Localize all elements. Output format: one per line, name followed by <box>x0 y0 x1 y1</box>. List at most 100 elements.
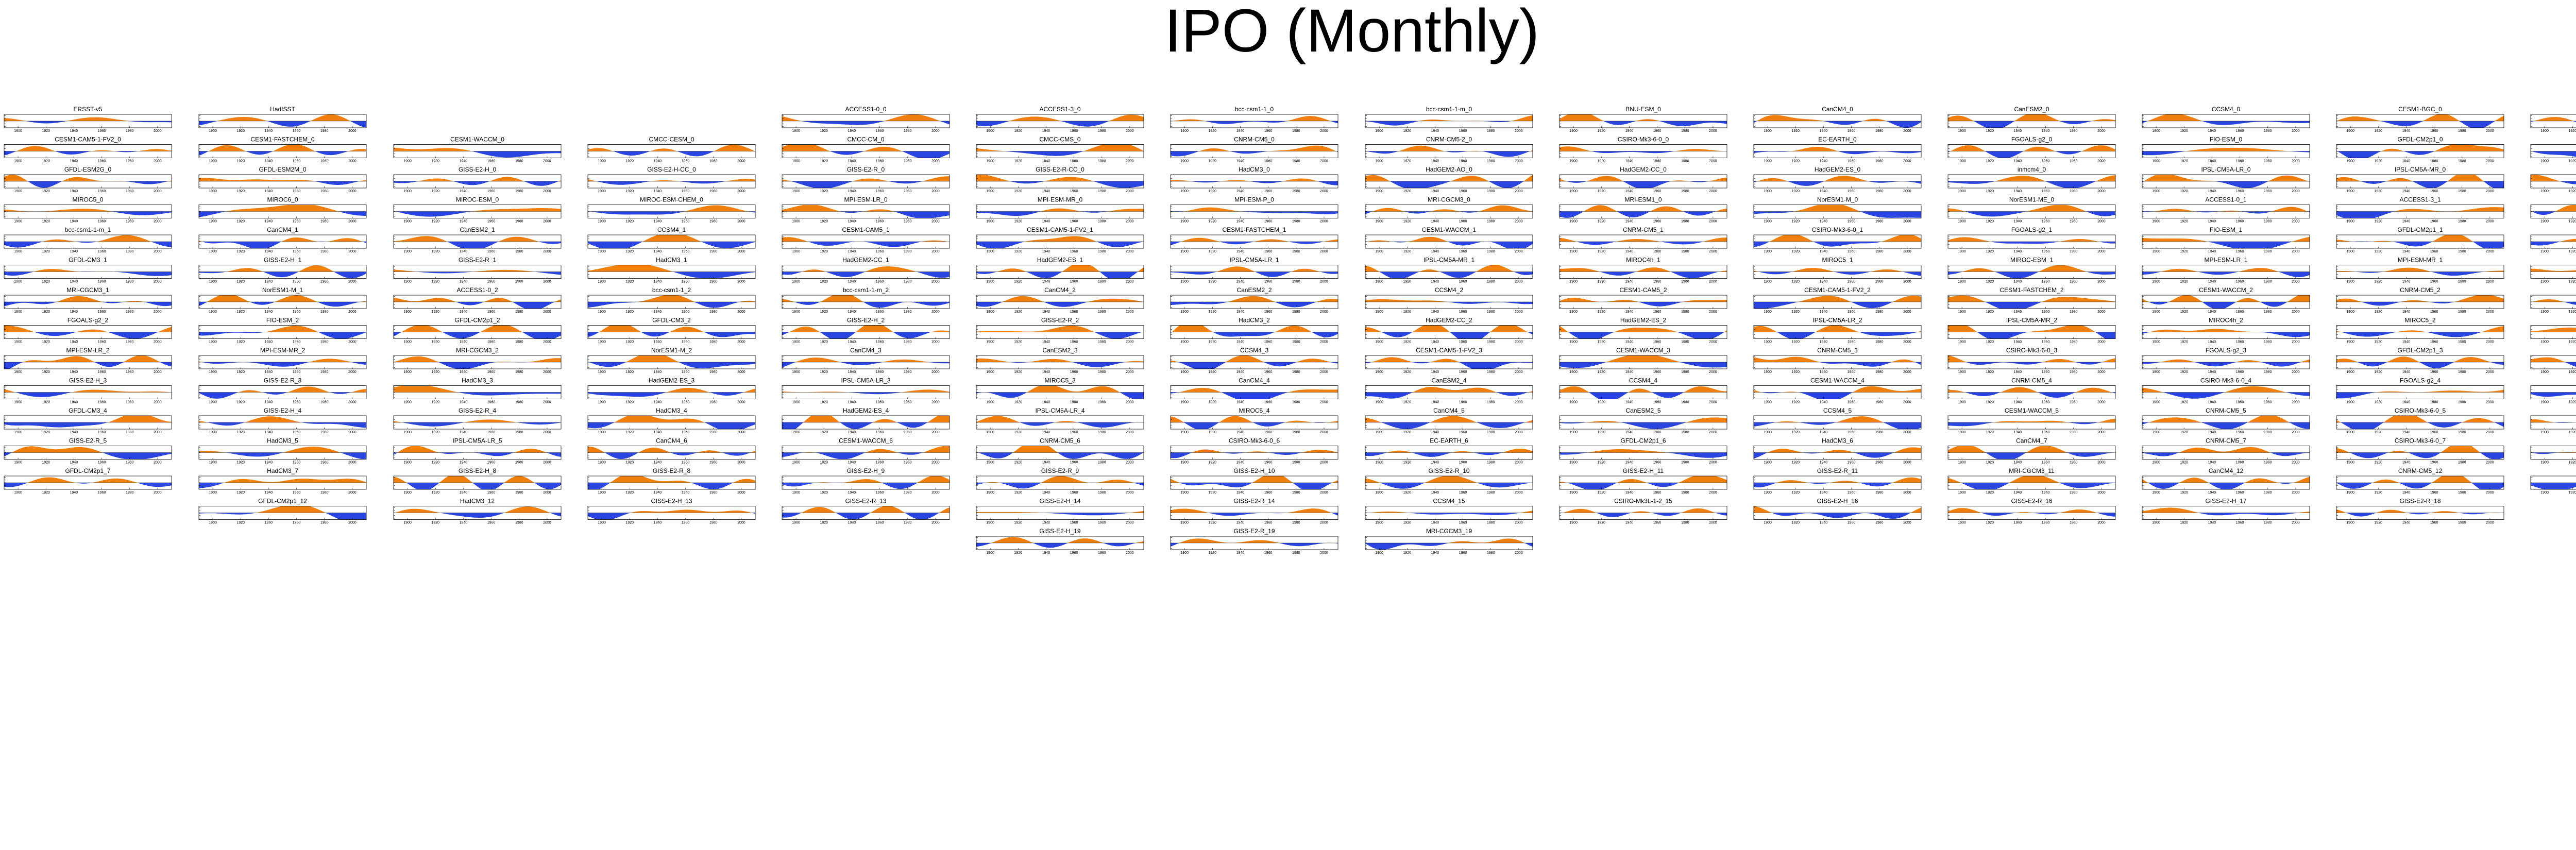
x-tick-label: 1900 <box>2152 491 2160 495</box>
x-tick-label: 1960 <box>1459 160 1467 163</box>
x-tick-label: 1960 <box>293 129 301 133</box>
positive-area <box>394 419 561 422</box>
x-tick-label: 1980 <box>515 160 523 163</box>
x-tick-label: 1940 <box>70 310 78 314</box>
x-tick-label: 2000 <box>2486 250 2494 253</box>
x-tick-label: 1960 <box>1459 521 1467 525</box>
x-tick-label: 1920 <box>820 250 828 253</box>
negative-area <box>1365 151 1533 157</box>
panel-title: CNRM-CM5_12 <box>2398 467 2443 474</box>
x-tick-label: 1940 <box>1625 370 1634 374</box>
positive-area <box>4 235 172 242</box>
panel-title: GISS-E2-R_13 <box>845 498 886 505</box>
panel-title: CanCM4_1 <box>267 226 298 233</box>
x-tick-label: 1900 <box>598 220 606 224</box>
x-tick-label: 2000 <box>1903 461 1911 465</box>
x-tick-label: 2000 <box>737 190 745 193</box>
x-tick-label: 1940 <box>1431 431 1439 434</box>
positive-area <box>1754 296 1921 302</box>
positive-area <box>1171 538 1338 543</box>
x-tick-label: 1980 <box>126 280 134 284</box>
x-tick-label: 1940 <box>70 491 78 495</box>
x-tick-label: 1980 <box>2070 129 2078 133</box>
positive-area <box>1365 476 1533 483</box>
panel-title: GISS-E2-R_8 <box>653 467 691 474</box>
x-tick-label: 1960 <box>1459 461 1467 465</box>
x-tick-label: 1980 <box>1098 431 1106 434</box>
x-tick-label: 2000 <box>348 341 357 344</box>
x-tick-label: 1920 <box>42 250 50 253</box>
panel-title: HadGEM2-ES_1 <box>1037 257 1083 264</box>
x-tick-label: 1980 <box>904 280 912 284</box>
negative-area <box>4 452 172 460</box>
x-tick-label: 1940 <box>1431 280 1439 284</box>
positive-area <box>2531 299 2576 302</box>
panel-title: FGOALS-g2_1 <box>2011 226 2053 233</box>
x-tick-label: 2000 <box>1320 370 1328 374</box>
x-tick-label: 1940 <box>1431 370 1439 374</box>
x-tick-label: 1940 <box>848 160 856 163</box>
x-tick-label: 1900 <box>1569 461 1578 465</box>
x-tick-label: 1920 <box>1403 551 1411 555</box>
x-tick-label: 1940 <box>1042 431 1050 434</box>
positive-area <box>199 386 366 393</box>
x-tick-label: 1900 <box>1180 521 1189 525</box>
panel-title: GISS-E2-H_8 <box>459 467 497 474</box>
x-tick-label: 2000 <box>1709 280 1717 284</box>
negative-area <box>199 332 366 339</box>
x-tick-label: 1920 <box>1791 370 1800 374</box>
negative-area <box>394 452 561 457</box>
x-tick-label: 1920 <box>2180 491 2188 495</box>
x-tick-label: 1900 <box>14 401 22 404</box>
x-tick-label: 1960 <box>2042 220 2050 224</box>
x-tick-label: 1900 <box>598 370 606 374</box>
x-tick-label: 1940 <box>1431 250 1439 253</box>
x-tick-label: 1980 <box>126 129 134 133</box>
x-tick-label: 2000 <box>2292 190 2300 193</box>
x-tick-label: 1920 <box>1208 370 1216 374</box>
x-tick-label: 1980 <box>1487 190 1495 193</box>
positive-area <box>588 325 755 332</box>
x-tick-label: 1940 <box>1236 461 1245 465</box>
x-tick-label: 2000 <box>1515 190 1523 193</box>
x-tick-label: 1920 <box>1403 401 1411 404</box>
x-tick-label: 1900 <box>2540 401 2549 404</box>
x-tick-label: 2000 <box>1515 461 1523 465</box>
x-tick-label: 2000 <box>543 160 551 163</box>
x-tick-label: 1980 <box>709 190 718 193</box>
panel-title: MPI-ESM-MR_2 <box>260 347 306 354</box>
negative-area <box>2142 181 2310 188</box>
x-tick-label: 1980 <box>1292 370 1300 374</box>
negative-area <box>2531 181 2576 184</box>
negative-area <box>2142 452 2310 456</box>
panel-title: CESM1-FASTCHEM_0 <box>250 136 314 143</box>
negative-area <box>2336 362 2504 368</box>
x-tick-label: 1980 <box>2458 491 2466 495</box>
x-tick-label: 1900 <box>792 160 800 163</box>
panel-title: HadISST <box>270 106 295 113</box>
x-tick-label: 1940 <box>70 370 78 374</box>
negative-area <box>199 242 366 248</box>
positive-area <box>1754 115 1921 121</box>
x-tick-label: 1920 <box>2180 461 2188 465</box>
x-tick-label: 2000 <box>931 160 940 163</box>
x-tick-label: 2000 <box>2097 461 2106 465</box>
x-tick-label: 1940 <box>2402 129 2411 133</box>
panel-title: CESM1-CAM5_2 <box>1619 286 1667 294</box>
x-tick-label: 1980 <box>1681 160 1689 163</box>
x-tick-label: 2000 <box>1903 431 1911 434</box>
x-tick-label: 1920 <box>1014 521 1022 525</box>
negative-area <box>199 181 366 185</box>
x-tick-label: 1900 <box>403 491 412 495</box>
x-tick-label: 1920 <box>2568 220 2576 224</box>
x-tick-label: 2000 <box>543 370 551 374</box>
x-tick-label: 2000 <box>1515 551 1523 555</box>
